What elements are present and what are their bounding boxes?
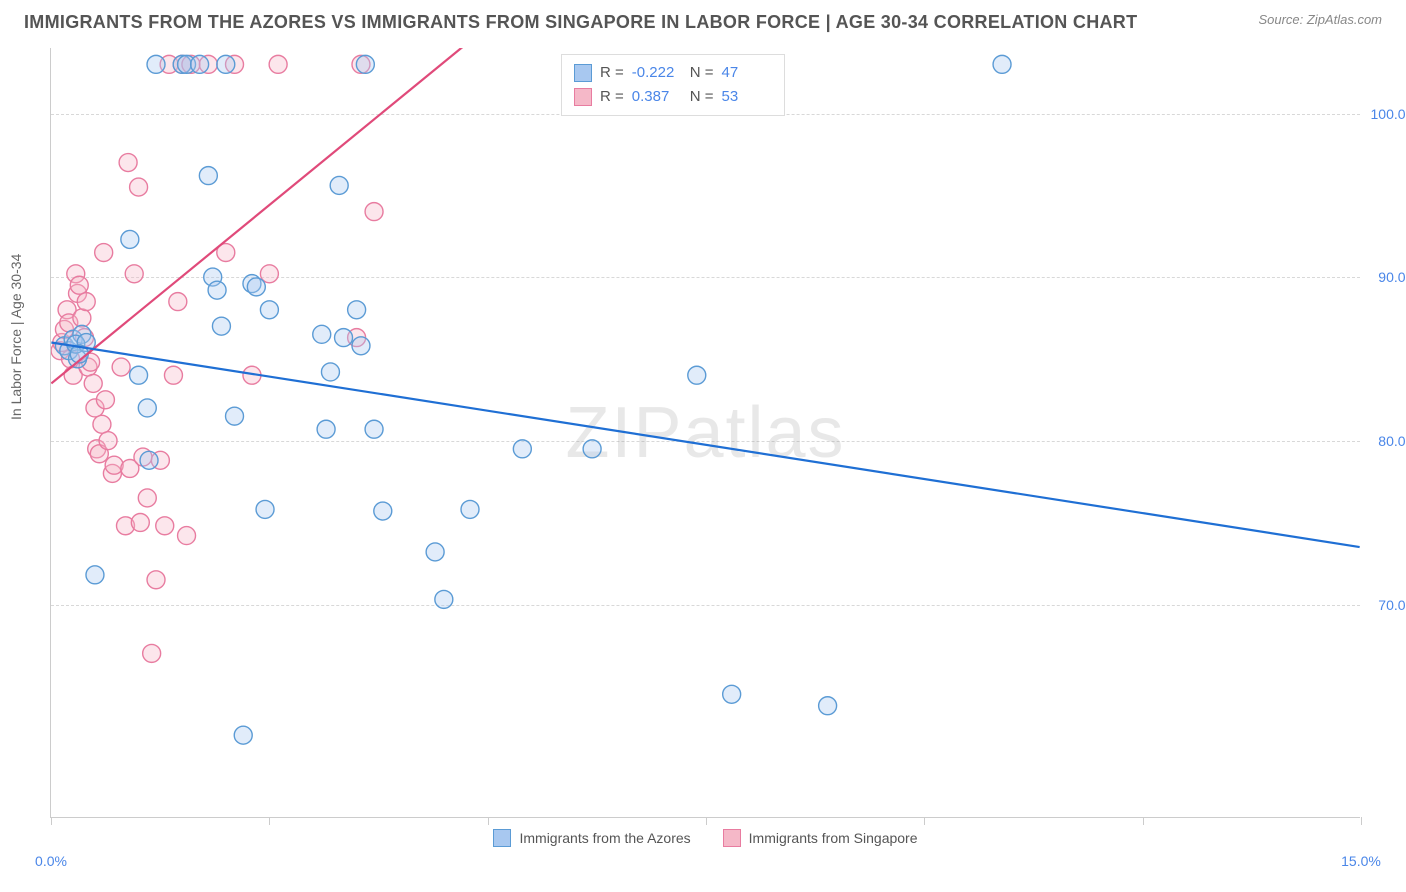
- x-tick-label: 0.0%: [35, 853, 67, 869]
- x-tick: [488, 817, 489, 825]
- legend-row-azores: R = -0.222 N = 47: [574, 61, 772, 85]
- swatch-azores-icon: [493, 829, 511, 847]
- y-tick-label: 80.0%: [1378, 433, 1406, 449]
- x-tick: [1143, 817, 1144, 825]
- n-label: N =: [690, 85, 714, 109]
- legend-row-singapore: R = 0.387 N = 53: [574, 85, 772, 109]
- x-tick: [924, 817, 925, 825]
- x-tick: [51, 817, 52, 825]
- y-tick-label: 70.0%: [1378, 597, 1406, 613]
- series-legend: Immigrants from the Azores Immigrants fr…: [51, 829, 1360, 847]
- source-attribution: Source: ZipAtlas.com: [1258, 12, 1382, 27]
- legend-item-singapore: Immigrants from Singapore: [723, 829, 918, 847]
- legend-item-azores: Immigrants from the Azores: [493, 829, 690, 847]
- n-value-azores: 47: [722, 61, 772, 85]
- x-tick-label: 15.0%: [1341, 853, 1381, 869]
- swatch-azores-icon: [574, 64, 592, 82]
- r-label: R =: [600, 85, 624, 109]
- x-tick: [269, 817, 270, 825]
- y-tick-label: 100.0%: [1371, 106, 1406, 122]
- y-tick-label: 90.0%: [1378, 269, 1406, 285]
- scatter-svg: [51, 48, 1360, 817]
- chart-title: IMMIGRANTS FROM THE AZORES VS IMMIGRANTS…: [24, 12, 1137, 33]
- n-label: N =: [690, 61, 714, 85]
- r-value-singapore: 0.387: [632, 85, 682, 109]
- r-label: R =: [600, 61, 624, 85]
- x-tick: [706, 817, 707, 825]
- legend-label-singapore: Immigrants from Singapore: [749, 830, 918, 846]
- title-bar: IMMIGRANTS FROM THE AZORES VS IMMIGRANTS…: [0, 0, 1406, 39]
- n-value-singapore: 53: [722, 85, 772, 109]
- x-tick: [1361, 817, 1362, 825]
- chart-plot-area: ZIPatlas R = -0.222 N = 47 R = 0.387 N =…: [50, 48, 1360, 818]
- y-axis-label: In Labor Force | Age 30-34: [8, 254, 24, 420]
- legend-label-azores: Immigrants from the Azores: [519, 830, 690, 846]
- swatch-singapore-icon: [574, 88, 592, 106]
- r-value-azores: -0.222: [632, 61, 682, 85]
- correlation-legend: R = -0.222 N = 47 R = 0.387 N = 53: [561, 54, 785, 116]
- swatch-singapore-icon: [723, 829, 741, 847]
